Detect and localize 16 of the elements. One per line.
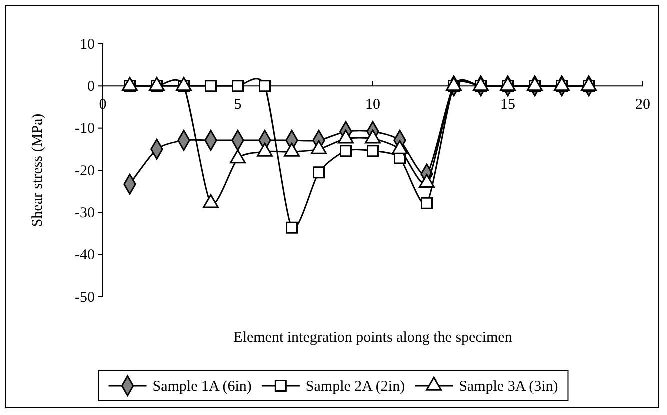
x-tick-label: 5: [234, 96, 242, 113]
x-tick-label: 10: [366, 96, 380, 113]
y-tick-label: -20: [75, 163, 95, 180]
y-tick-label: -30: [75, 205, 95, 222]
legend-label: Sample 3A (3in): [459, 379, 558, 395]
y-axis-title: Shear stress (MPa): [30, 114, 46, 228]
legend-label: Sample 2A (2in): [306, 379, 406, 395]
legend-label: Sample 1A (6in): [152, 379, 252, 395]
y-tick-label: 0: [88, 78, 95, 95]
y-tick-label: -50: [75, 290, 95, 306]
x-tick-label: 15: [500, 96, 516, 113]
y-tick-label: -10: [75, 121, 95, 138]
x-tick-label: 20: [636, 96, 650, 113]
y-tick-label: 10: [80, 36, 95, 53]
y-tick-label: -40: [75, 248, 95, 264]
x-axis-title: Element integration points along the specimen: [234, 330, 513, 346]
